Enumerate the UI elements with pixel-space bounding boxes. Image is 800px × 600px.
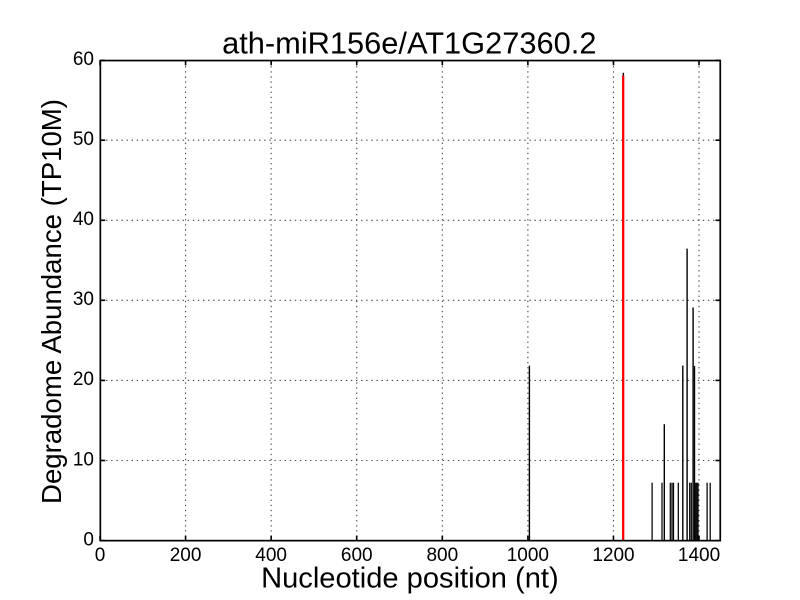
- svg-text:50: 50: [73, 129, 94, 150]
- svg-text:20: 20: [73, 369, 94, 390]
- svg-text:200: 200: [170, 545, 202, 566]
- svg-text:Nucleotide position (nt): Nucleotide position (nt): [261, 562, 559, 594]
- svg-text:Degradome Abundance (TP10M): Degradome Abundance (TP10M): [36, 99, 67, 504]
- svg-text:1400: 1400: [678, 545, 720, 566]
- svg-text:0: 0: [83, 529, 94, 550]
- svg-text:10: 10: [73, 449, 94, 470]
- svg-text:1200: 1200: [592, 545, 634, 566]
- svg-text:30: 30: [73, 289, 94, 310]
- svg-text:600: 600: [341, 545, 373, 566]
- svg-text:800: 800: [426, 545, 458, 566]
- svg-text:1000: 1000: [507, 545, 549, 566]
- svg-text:ath-miR156e/AT1G27360.2: ath-miR156e/AT1G27360.2: [222, 26, 596, 61]
- svg-text:40: 40: [73, 209, 94, 230]
- svg-text:400: 400: [255, 545, 287, 566]
- svg-text:60: 60: [73, 49, 94, 70]
- svg-text:0: 0: [95, 545, 106, 566]
